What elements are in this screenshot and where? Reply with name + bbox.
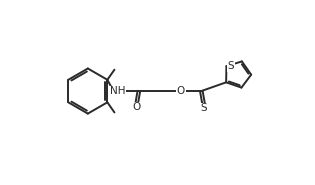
Text: S: S (227, 61, 234, 71)
Text: O: O (133, 102, 141, 112)
Text: NH: NH (110, 86, 125, 96)
Text: S: S (201, 103, 207, 113)
Text: O: O (177, 86, 185, 96)
